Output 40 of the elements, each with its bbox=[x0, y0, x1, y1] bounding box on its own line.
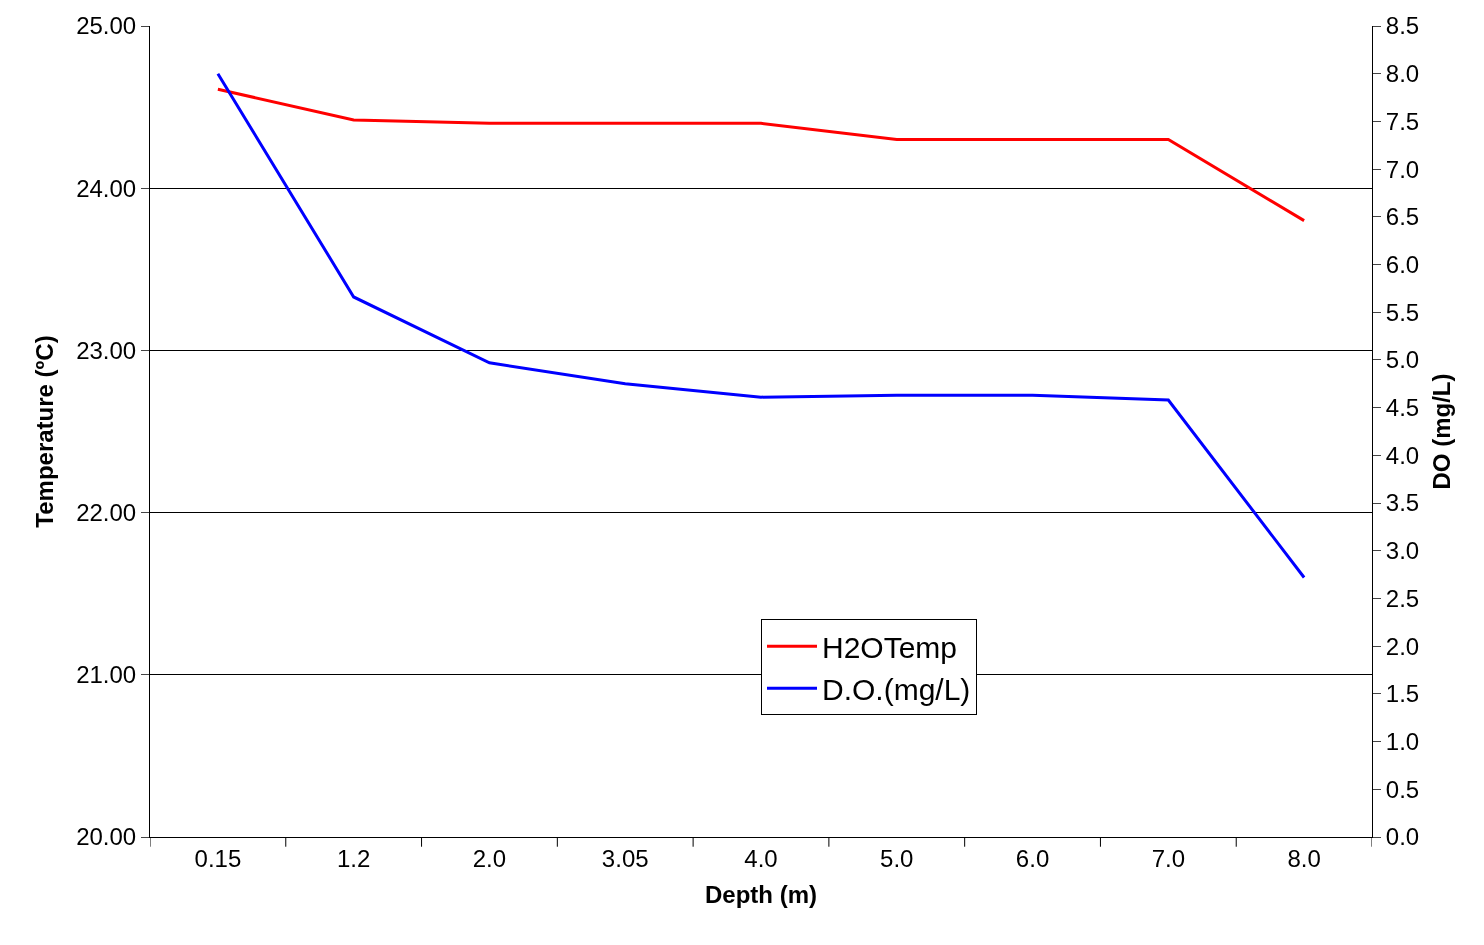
y-tick-label: 22.00 bbox=[76, 499, 137, 526]
x-tick-label: 4.0 bbox=[744, 844, 778, 872]
line-series bbox=[216, 72, 1306, 579]
x-tick-label: 7.0 bbox=[1151, 844, 1186, 872]
y-tick-label: 20.00 bbox=[76, 823, 137, 851]
x-tick-label: 1.2 bbox=[336, 844, 371, 872]
y2-tick-label: 4.5 bbox=[1385, 394, 1420, 422]
y-axis-title: Temperature (ºC) bbox=[31, 335, 59, 528]
y2-tick-label: 4.0 bbox=[1385, 441, 1420, 469]
y2-tick-label: 3.0 bbox=[1385, 537, 1420, 565]
y2-tick-label: 8.0 bbox=[1385, 60, 1420, 88]
y2-tick-label: 5.0 bbox=[1385, 346, 1420, 374]
legend-label: D.O.(mg/L) bbox=[822, 673, 971, 707]
line-series bbox=[216, 87, 1306, 223]
x-tick-label: 6.0 bbox=[1015, 844, 1050, 872]
y2-tick-label: 1.5 bbox=[1385, 680, 1420, 708]
y2-tick-label: 0.5 bbox=[1385, 775, 1420, 803]
y2-tick-label: 1.0 bbox=[1385, 727, 1420, 755]
x-tick-label: 0.15 bbox=[194, 844, 242, 872]
y2-tick-label: 6.5 bbox=[1385, 203, 1420, 231]
x-tick-label: 3.05 bbox=[601, 844, 649, 872]
y-tick-label: 23.00 bbox=[76, 336, 137, 364]
legend-label: H2OTemp bbox=[822, 631, 958, 665]
y2-tick-label: 7.0 bbox=[1385, 155, 1420, 183]
x-tick-label: 8.0 bbox=[1287, 844, 1321, 872]
y2-tick-label: 3.5 bbox=[1385, 489, 1420, 517]
y-tick-label: 21.00 bbox=[76, 661, 137, 689]
y2-tick-label: 7.5 bbox=[1385, 107, 1420, 135]
y2-tick-label: 2.5 bbox=[1385, 584, 1420, 612]
y-tick-label: 24.00 bbox=[76, 174, 137, 202]
y2-tick-label: 5.5 bbox=[1385, 298, 1420, 326]
y-tick-label: 25.00 bbox=[76, 12, 137, 40]
x-tick-label: 5.0 bbox=[880, 844, 914, 872]
y2-tick-label: 6.0 bbox=[1385, 250, 1420, 278]
y2-tick-label: 0.0 bbox=[1385, 823, 1420, 851]
x-axis-title: Depth (m) bbox=[705, 881, 817, 909]
y2-tick-label: 8.5 bbox=[1385, 12, 1420, 40]
x-tick-label: 2.0 bbox=[472, 844, 507, 872]
y2-tick-label: 2.0 bbox=[1385, 632, 1420, 660]
y2-axis-title: DO (mg/L) bbox=[1428, 373, 1456, 490]
